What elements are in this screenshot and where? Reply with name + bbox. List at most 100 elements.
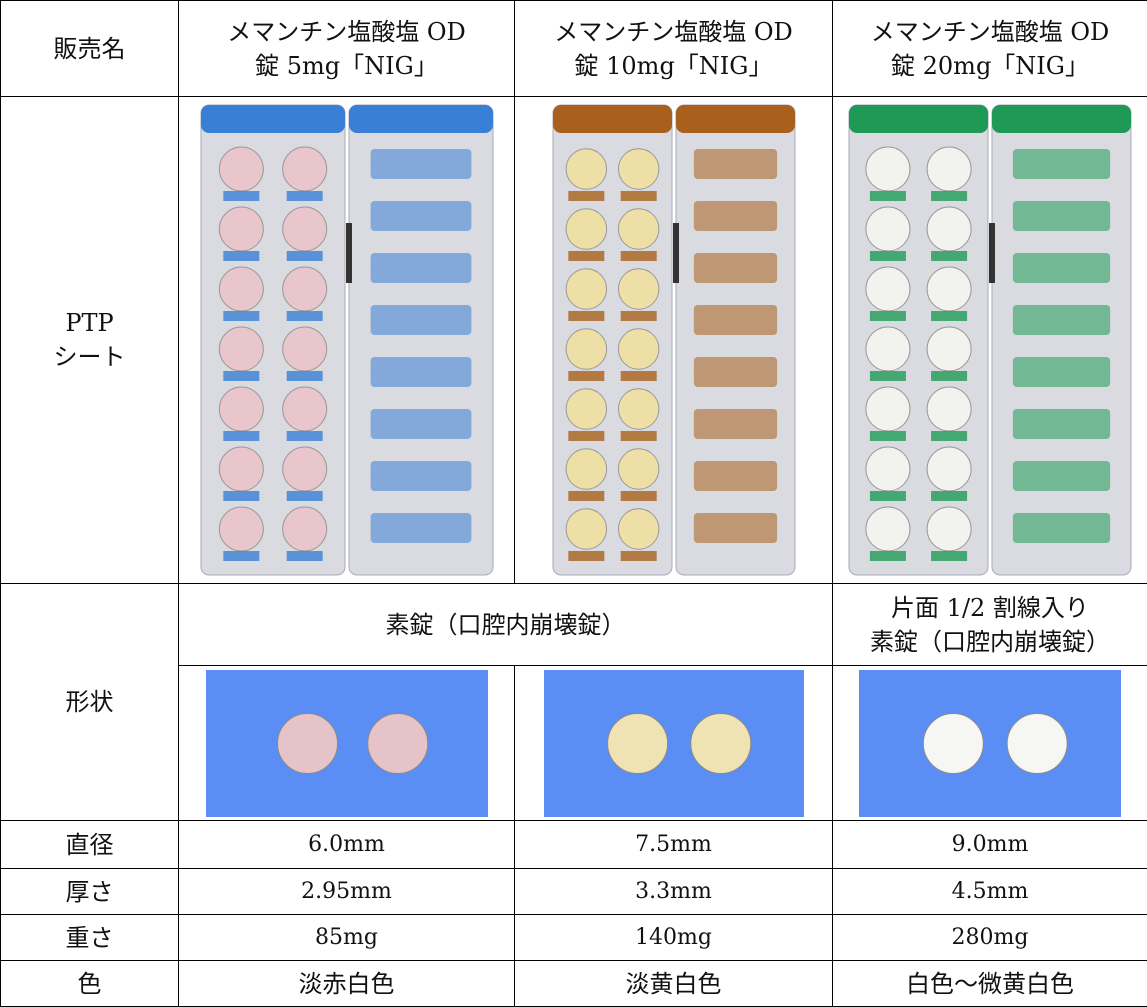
image-detail [927, 327, 971, 371]
image-detail [566, 149, 606, 189]
ptp-image-cell [833, 97, 1147, 584]
image-detail [568, 251, 604, 261]
image-detail [870, 191, 906, 201]
image-detail [223, 551, 259, 561]
image-detail [618, 509, 658, 549]
image-detail [693, 461, 776, 491]
cell: 140mg [515, 915, 833, 961]
image-detail [620, 371, 656, 381]
header-cell: 販売名 [1, 1, 179, 97]
image-detail [553, 105, 672, 133]
cell: 白色～微黄白色 [833, 961, 1147, 1007]
image-detail [370, 357, 471, 387]
image-detail [870, 491, 906, 501]
cell: 85mg [179, 915, 515, 961]
image-detail [931, 251, 967, 261]
image-detail [859, 670, 1121, 817]
row-label: 形状 [1, 584, 179, 821]
image-detail [866, 207, 910, 251]
image-detail [931, 551, 967, 561]
image-detail [223, 311, 259, 321]
image-detail [568, 191, 604, 201]
image-detail [219, 507, 263, 551]
image-detail [367, 713, 427, 773]
image-detail [866, 267, 910, 311]
image-detail [620, 551, 656, 561]
image-detail [370, 149, 471, 179]
image-detail [866, 147, 910, 191]
image-detail [346, 223, 352, 283]
row-label: 直径 [1, 821, 179, 869]
image-detail [931, 431, 967, 441]
image-detail [349, 105, 493, 133]
ptp-sheet-image [549, 103, 799, 577]
image-detail [219, 447, 263, 491]
header-cell: メマンチン塩酸塩 OD 錠 20mg「NIG」 [833, 1, 1147, 97]
tablet-image [544, 670, 804, 817]
image-detail [566, 329, 606, 369]
image-detail [370, 409, 471, 439]
image-detail [286, 431, 322, 441]
image-detail [219, 327, 263, 371]
image-detail [620, 431, 656, 441]
image-detail [544, 670, 804, 817]
data-row: 厚さ 2.95mm 3.3mm 4.5mm [1, 869, 1147, 915]
cell: 7.5mm [515, 821, 833, 869]
cell: 4.5mm [833, 869, 1147, 915]
image-detail [568, 551, 604, 561]
image-detail [566, 209, 606, 249]
ptp-image-cell [179, 97, 515, 584]
image-detail [1007, 713, 1067, 773]
image-detail [370, 201, 471, 231]
image-detail [866, 507, 910, 551]
image-detail [693, 201, 776, 231]
header-cell: メマンチン塩酸塩 OD 錠 10mg「NIG」 [515, 1, 833, 97]
image-detail [870, 251, 906, 261]
image-detail [927, 507, 971, 551]
image-detail [282, 147, 326, 191]
row-label: 色 [1, 961, 179, 1007]
image-detail [693, 253, 776, 283]
tablet-image-cell [515, 666, 833, 821]
image-detail [282, 507, 326, 551]
image-detail [618, 449, 658, 489]
image-detail [219, 147, 263, 191]
image-detail [620, 251, 656, 261]
row-label: 重さ [1, 915, 179, 961]
tablet-image-cell [833, 666, 1147, 821]
image-detail [286, 251, 322, 261]
cell: 3.3mm [515, 869, 833, 915]
image-detail [568, 431, 604, 441]
image-detail [223, 491, 259, 501]
image-detail [1013, 513, 1110, 543]
image-detail [927, 447, 971, 491]
image-detail [282, 387, 326, 431]
image-detail [618, 209, 658, 249]
image-detail [219, 267, 263, 311]
image-detail [282, 267, 326, 311]
image-detail [618, 389, 658, 429]
ptp-sheet-image [845, 103, 1135, 577]
image-detail [286, 371, 322, 381]
image-detail [1013, 461, 1110, 491]
image-detail [370, 461, 471, 491]
image-detail [923, 713, 983, 773]
image-detail [1013, 409, 1110, 439]
image-detail [223, 371, 259, 381]
image-detail [927, 147, 971, 191]
cell: 6.0mm [179, 821, 515, 869]
cell: 2.95mm [179, 869, 515, 915]
image-detail [282, 447, 326, 491]
tablet-image [859, 670, 1121, 817]
image-detail [286, 551, 322, 561]
image-detail [620, 491, 656, 501]
ptp-row: PTP シート [1, 97, 1147, 584]
tablet-image-cell [179, 666, 515, 821]
shape-type-cell: 片面 1/2 割線入り 素錠（口腔内崩壊錠） [833, 584, 1147, 666]
image-detail [849, 105, 988, 133]
image-detail [931, 191, 967, 201]
cell: 280mg [833, 915, 1147, 961]
image-detail [931, 371, 967, 381]
